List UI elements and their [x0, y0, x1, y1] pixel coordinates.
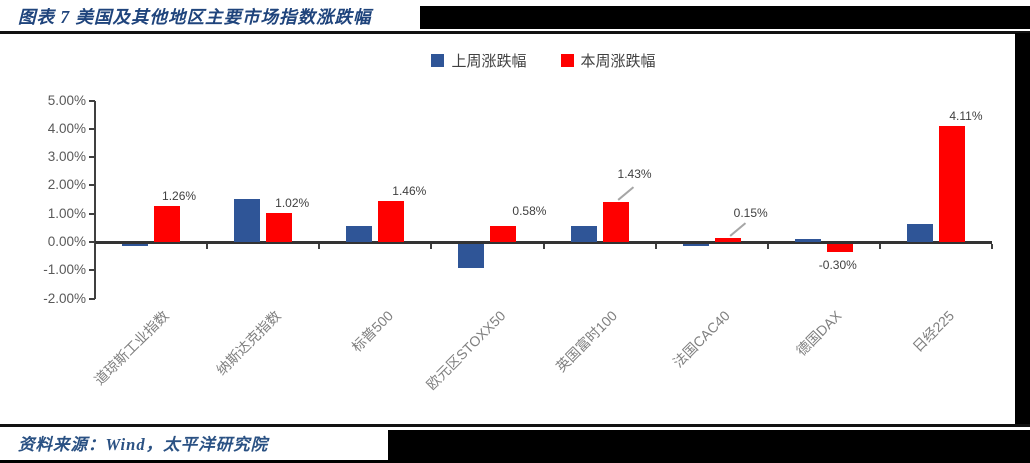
bar-lastweek-4	[570, 226, 597, 242]
y-axis-tick-mark	[89, 156, 95, 159]
data-label-thisweek-1: 1.02%	[275, 196, 310, 211]
y-axis-tick-mark	[89, 297, 95, 300]
y-axis-tick-mark	[89, 269, 95, 272]
source-note: 资料来源：Wind，太平洋研究院	[18, 435, 269, 454]
data-label-thisweek-4: 1.43%	[617, 166, 652, 181]
bar-lastweek-6	[794, 238, 821, 242]
y-axis-tick-mark	[89, 127, 95, 130]
figure-title: 图表 7 美国及其他地区主要市场指数涨跌幅	[18, 7, 372, 27]
legend-item: 本周涨跌幅	[560, 50, 656, 71]
y-axis-tick-mark	[89, 212, 95, 215]
title-underline	[0, 31, 1030, 34]
data-label-thisweek-5: 0.15%	[733, 205, 768, 220]
bar-thisweek-0	[154, 206, 181, 242]
data-label-thisweek-6: -0.30%	[818, 258, 857, 273]
bottom-edge-line	[0, 460, 1030, 463]
footer-filler-bar	[388, 430, 1030, 463]
legend-swatch-icon	[431, 54, 445, 67]
bar-lastweek-2	[346, 225, 373, 242]
right-edge-filler-bar	[1015, 33, 1030, 424]
y-axis-tick-label: 5.00%	[47, 92, 86, 108]
x-axis-tick-mark	[991, 243, 993, 249]
data-label-thisweek-0: 1.26%	[162, 189, 197, 204]
bar-lastweek-3	[458, 243, 485, 268]
bar-thisweek-7	[938, 125, 965, 242]
bar-thisweek-2	[378, 200, 405, 242]
y-axis-tick-label: 1.00%	[47, 205, 86, 221]
y-axis-tick-label: 2.00%	[47, 177, 86, 193]
x-axis-tick-mark	[766, 243, 769, 249]
x-axis-tick-mark	[94, 243, 96, 249]
y-axis-line	[94, 100, 96, 299]
x-axis-category-label: 纳斯达克指数	[213, 307, 284, 379]
x-axis-category-label: 英国富时100	[552, 307, 621, 375]
bar-thisweek-6	[826, 243, 853, 252]
data-label-thisweek-3: 0.58%	[512, 203, 547, 218]
x-axis-category-label: 法国CAC40	[669, 307, 733, 371]
data-label-thisweek-2: 1.46%	[392, 183, 427, 198]
data-label-leader-line	[617, 185, 634, 200]
bar-thisweek-4	[602, 201, 629, 242]
bar-lastweek-5	[682, 243, 709, 247]
bar-lastweek-1	[234, 198, 261, 242]
bar-thisweek-5	[714, 237, 741, 242]
legend-swatch-icon	[560, 54, 574, 67]
y-axis-tick-mark	[89, 99, 95, 102]
y-axis-tick-label: 0.00%	[47, 234, 86, 249]
x-axis-category-label: 欧元区STOXX50	[422, 307, 509, 393]
x-axis-category-label: 日经225	[909, 307, 957, 356]
x-axis-tick-mark	[654, 243, 657, 249]
y-axis-tick-label: 4.00%	[47, 120, 86, 136]
x-axis-tick-mark	[878, 243, 881, 249]
x-axis-category-label: 德国DAX	[793, 307, 845, 359]
y-axis-tick-label: -2.00%	[43, 290, 86, 306]
x-axis-tick-mark	[318, 243, 321, 249]
data-label-leader-line	[729, 222, 746, 237]
bar-lastweek-0	[122, 243, 149, 247]
data-label-thisweek-7: 4.11%	[949, 108, 983, 123]
bar-thisweek-1	[266, 213, 293, 242]
legend-label: 上周涨跌幅	[451, 53, 527, 70]
x-axis-tick-mark	[542, 243, 545, 249]
x-axis-tick-mark	[206, 243, 209, 249]
x-axis-zero-line	[95, 241, 992, 244]
title-filler-bar	[420, 6, 1030, 29]
chart-legend: 上周涨跌幅 本周涨跌幅	[95, 50, 992, 71]
bar-thisweek-3	[490, 225, 517, 242]
legend-label: 本周涨跌幅	[580, 53, 656, 70]
bar-lastweek-7	[906, 224, 933, 242]
x-axis-category-label: 标普500	[348, 307, 397, 356]
x-axis-tick-mark	[430, 243, 433, 249]
y-axis-tick-label: -1.00%	[43, 262, 86, 278]
y-axis-tick-mark	[89, 241, 95, 243]
y-axis-tick-mark	[89, 184, 95, 187]
legend-item: 上周涨跌幅	[431, 50, 527, 71]
x-axis-category-label: 道琼斯工业指数	[91, 307, 172, 389]
y-axis-tick-label: 3.00%	[47, 149, 86, 165]
footer-separator-line	[0, 424, 1030, 427]
